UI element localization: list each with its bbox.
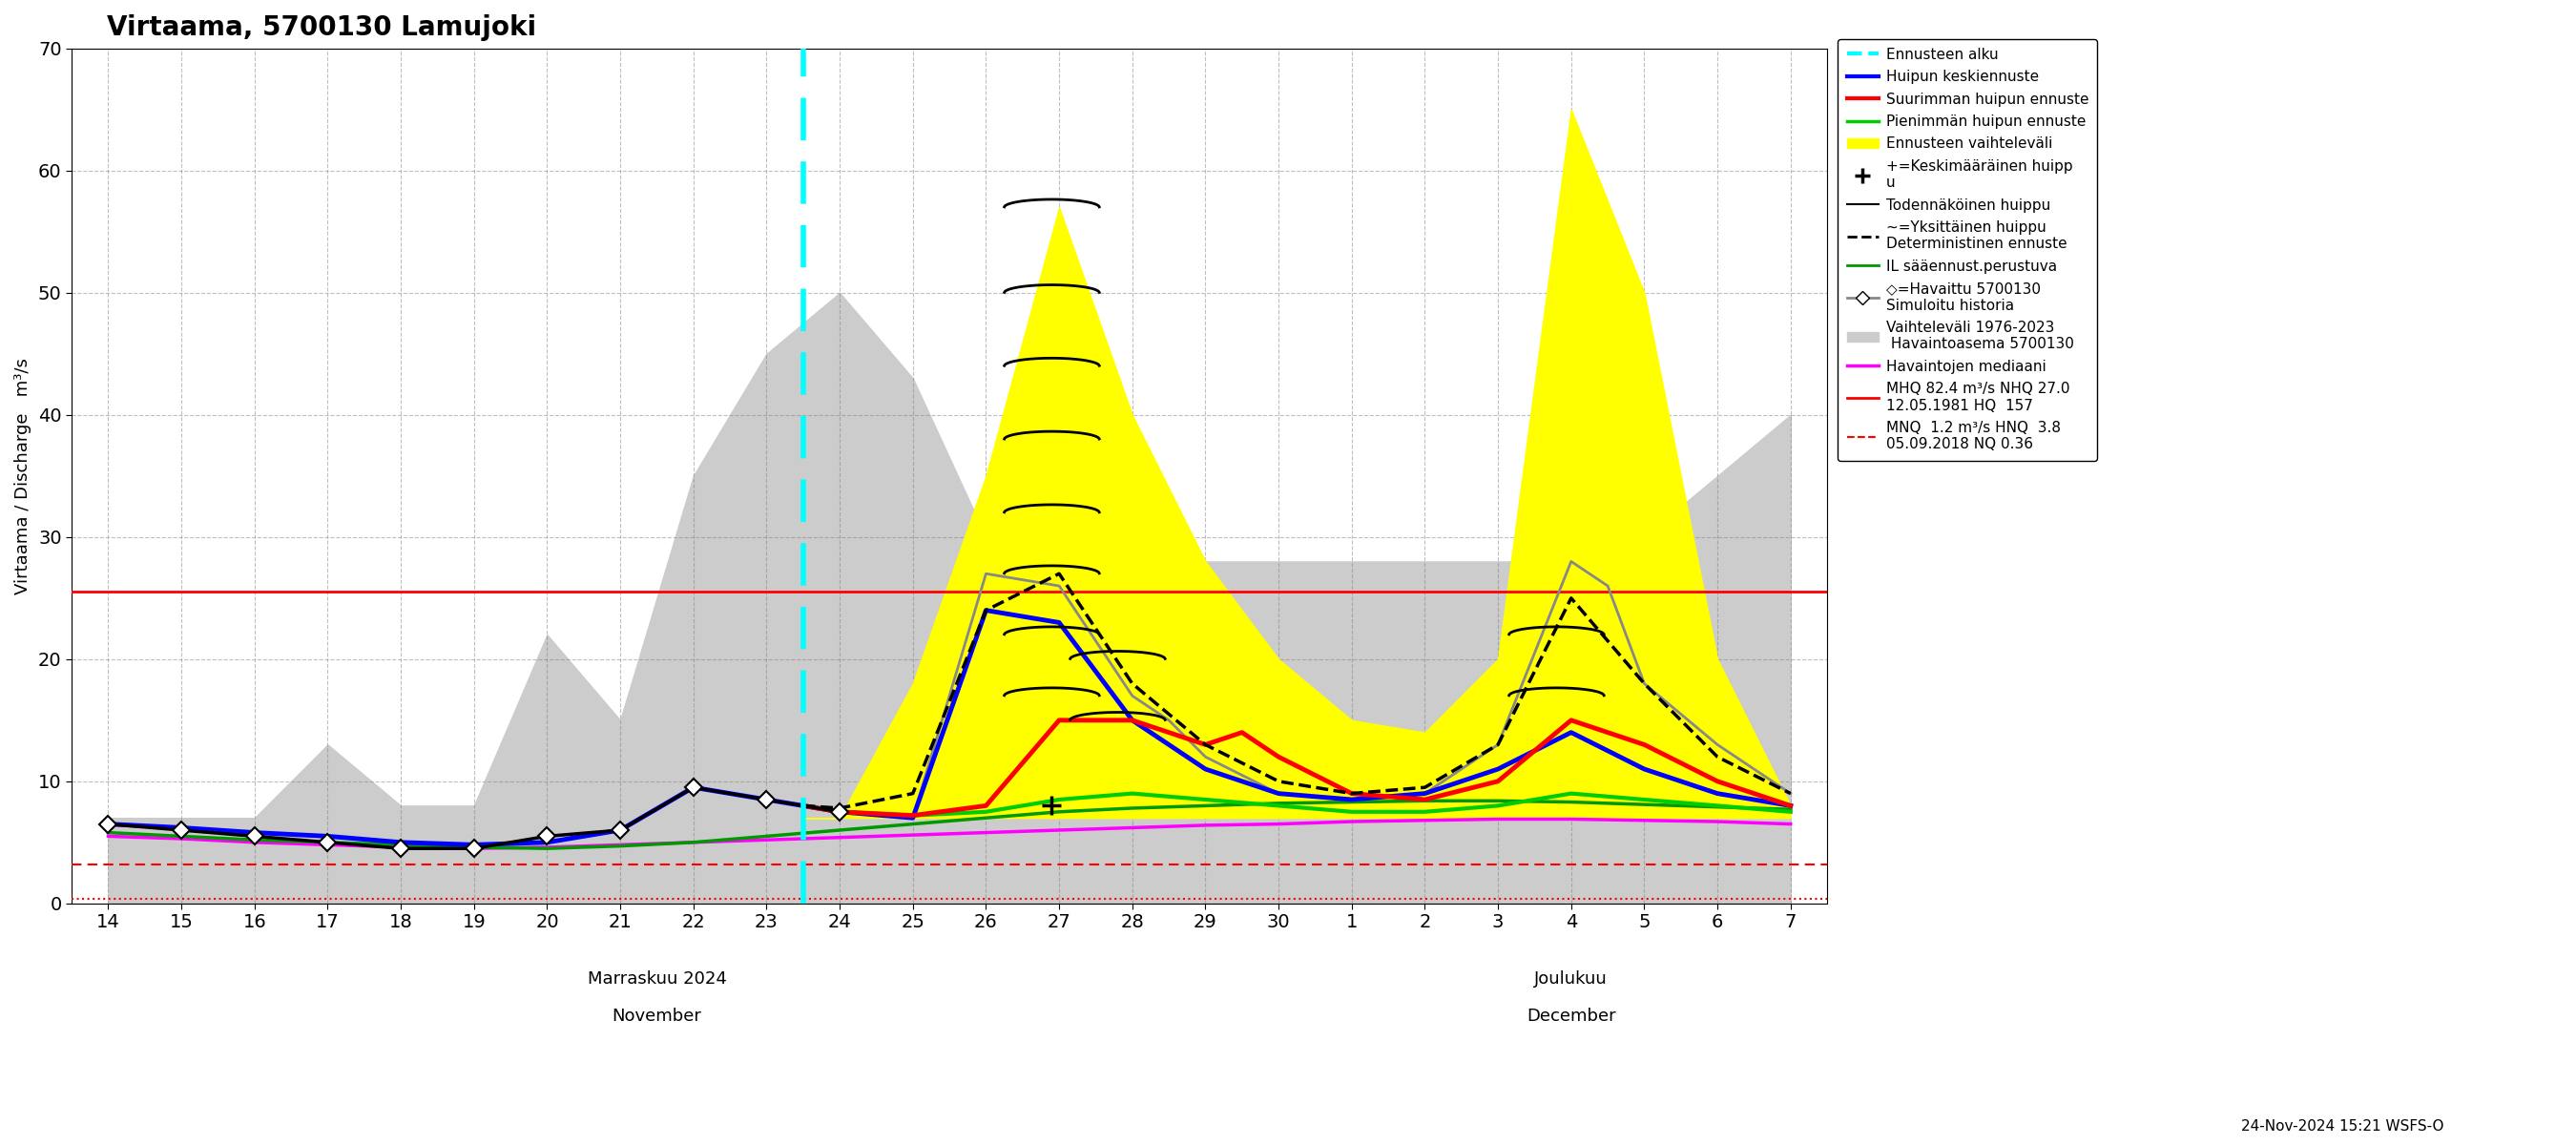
Text: 24-Nov-2024 15:21 WSFS-O: 24-Nov-2024 15:21 WSFS-O: [2241, 1120, 2445, 1134]
Text: Joulukuu: Joulukuu: [1535, 971, 1607, 988]
Text: November: November: [613, 1008, 701, 1025]
Text: Marraskuu 2024: Marraskuu 2024: [587, 971, 726, 988]
Text: December: December: [1528, 1008, 1615, 1025]
Y-axis label: Virtaama / Discharge   m³/s: Virtaama / Discharge m³/s: [15, 357, 31, 594]
Legend: Ennusteen alku, Huipun keskiennuste, Suurimman huipun ennuste, Pienimmän huipun : Ennusteen alku, Huipun keskiennuste, Suu…: [1837, 39, 2097, 460]
Text: Virtaama, 5700130 Lamujoki: Virtaama, 5700130 Lamujoki: [106, 14, 536, 41]
